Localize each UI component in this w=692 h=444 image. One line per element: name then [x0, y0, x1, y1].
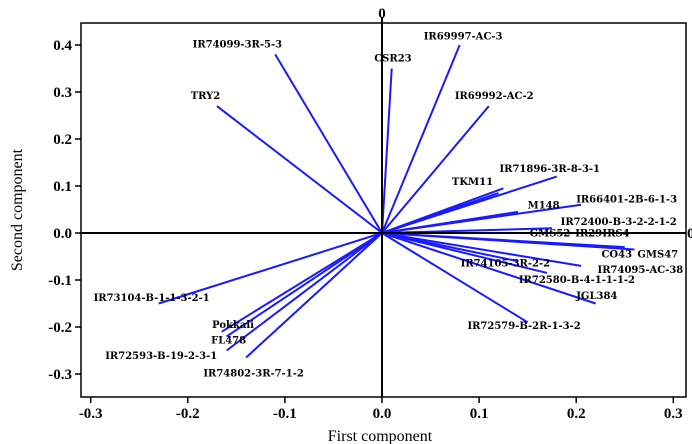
x-tick-label: -0.2: [176, 406, 200, 422]
vector-label-ir29: IR29: [575, 228, 602, 239]
vector-label-ir71896-3r-8-3-1: IR71896-3R-8-3-1: [499, 164, 600, 175]
vector-label-fl478: FL478: [211, 335, 246, 346]
vector-label-ir73104-b-1-1-3-2-1: IR73104-B-1-1-3-2-1: [94, 293, 210, 304]
vector-label-csr23: CSR23: [374, 53, 411, 64]
y-tick-label: -0.2: [48, 320, 72, 336]
vector-label-ir72579-b-2r-1-3-2: IR72579-B-2R-1-3-2: [467, 321, 580, 332]
vector-label-ir74095-ac-38: IR74095-AC-38: [598, 265, 684, 276]
y-tick-label: -0.3: [48, 367, 72, 383]
vector-label-ir74105-3r-2-2: IR74105-3R-2-2: [461, 258, 550, 269]
vector-ir69992-ac-2: [381, 105, 490, 234]
x-tick-label: 0.3: [664, 406, 683, 422]
plot-area-frame: [80, 22, 687, 398]
origin-label-top: 0: [378, 6, 386, 22]
y-tick-label: 0.3: [53, 85, 72, 101]
vector-m148: [381, 210, 519, 234]
vector-label-group: IR74099-3R-5-3 CSR23 IR69997-AC-3 TRY2 IR699…: [94, 31, 684, 379]
y-tick-label: 0.0: [53, 226, 72, 242]
y-axis-title: Second component: [9, 148, 26, 271]
y-tick-label: 0.1: [53, 179, 72, 195]
vector-ir73104-b-1-1-3-2-1: [158, 232, 383, 305]
vector-label-ir69992-ac-2: IR69992-AC-2: [455, 91, 534, 102]
vector-try2: [216, 105, 383, 234]
vector-label-ir74802-3r-7-1-2: IR74802-3R-7-1-2: [203, 368, 304, 379]
vector-gms47: [381, 232, 635, 251]
x-tick-label: 0.0: [373, 406, 392, 422]
x-tick-label: 0.2: [567, 406, 586, 422]
x-tick-label: -0.1: [273, 406, 297, 422]
vector-ir72579-b-2r-1-3-2: [381, 232, 529, 324]
x-axis-title: First component: [328, 428, 433, 444]
x-tick-group: -0.3 -0.2 -0.1 0.0 0.1 0.2 0.3: [79, 397, 683, 422]
vector-pokkali: [221, 232, 383, 333]
vector-ir74099-3r-5-3: [274, 53, 383, 234]
vector-csr23: [381, 68, 393, 234]
vector-label-ir66401-2b-6-1-3: IR66401-2B-6-1-3: [576, 194, 677, 205]
vector-label-co43: CO43: [601, 249, 632, 260]
vector-label-irs4: IRS4: [602, 228, 629, 239]
vector-label-m148: M148: [528, 201, 560, 212]
origin-label-right: 0: [687, 226, 692, 242]
vector-label-try2: TRY2: [191, 91, 221, 102]
y-tick-label: 0.4: [53, 38, 72, 54]
vector-ir72580-b-4-1-1-1-2: [381, 232, 548, 274]
vector-label-pokkali: Pokkali: [212, 320, 254, 331]
vector-label-gms52: GMS52: [530, 228, 571, 239]
x-tick-label: 0.1: [470, 406, 489, 422]
vector-ir69997-ac-3: [381, 44, 461, 234]
vector-fl478: [226, 232, 383, 338]
vector-label-gms47: GMS47: [637, 249, 678, 260]
vector-ir74802-3r-7-1-2: [245, 232, 383, 359]
vector-tkm11-b: [381, 192, 499, 234]
vector-label-ir69997-ac-3: IR69997-AC-3: [424, 31, 503, 42]
vector-label-ir72400-b-3-2-2-1-2: IR72400-B-3-2-2-1-2: [561, 217, 677, 228]
vector-ir74095-ac-38: [381, 232, 582, 267]
vector-label-jgl384: JGL384: [575, 291, 617, 302]
vector-group: [158, 44, 635, 359]
y-tick-label: -0.1: [48, 273, 72, 289]
x-tick-label: -0.3: [79, 406, 103, 422]
y-tick-label: 0.2: [53, 132, 72, 148]
vector-ir72593-b-19-2-3-1: [226, 232, 383, 352]
vector-label-ir72593-b-19-2-3-1: IR72593-B-19-2-3-1: [105, 351, 217, 362]
vector-label-ir74099-3r-5-3: IR74099-3R-5-3: [193, 39, 282, 50]
vector-label-tkm11: TKM11: [452, 177, 493, 188]
y-tick-group: 0.4 0.3 0.2 0.1 0.0 -0.1 -0.2 -0.3: [48, 38, 81, 383]
vector-label-ir72580-b-4-1-1-1-2: IR72580-B-4-1-1-1-2: [519, 275, 635, 286]
vector-jgl384: [381, 232, 596, 305]
